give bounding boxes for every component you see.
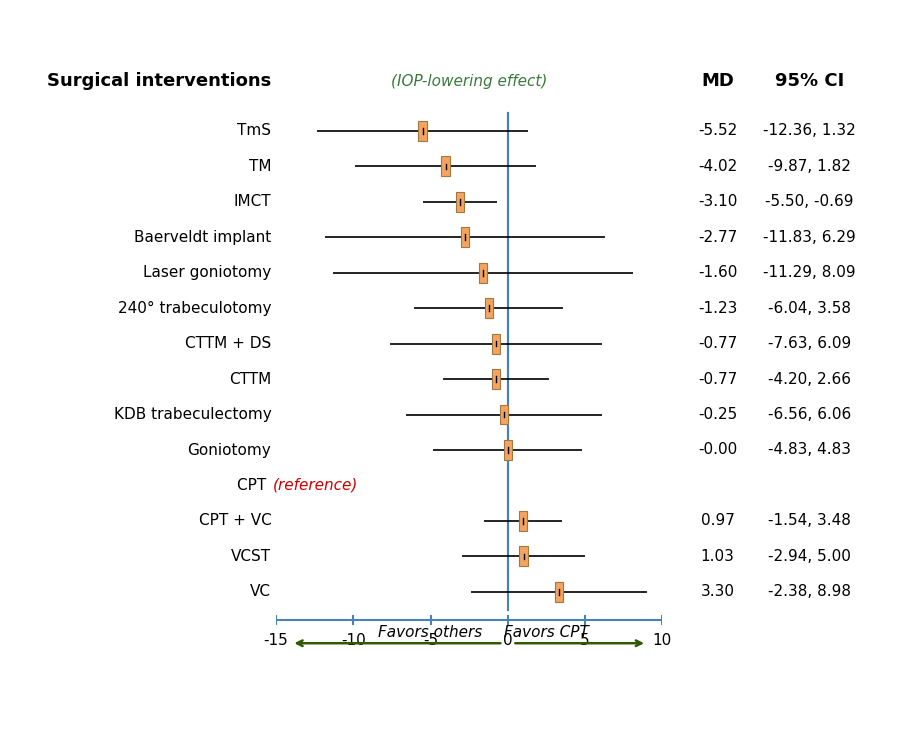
Text: 1.03: 1.03 xyxy=(700,549,733,564)
Bar xyxy=(491,369,500,389)
Bar xyxy=(484,298,493,318)
Text: -6.04, 3.58: -6.04, 3.58 xyxy=(767,301,850,316)
Text: -11.83, 6.29: -11.83, 6.29 xyxy=(763,230,855,244)
Text: -5.50, -0.69: -5.50, -0.69 xyxy=(765,194,853,209)
Text: -6.56, 6.06: -6.56, 6.06 xyxy=(767,407,850,422)
Text: -7.63, 6.09: -7.63, 6.09 xyxy=(767,336,850,351)
Text: CTTM: CTTM xyxy=(229,371,271,386)
Bar xyxy=(519,547,528,566)
Bar xyxy=(418,121,426,141)
Text: TM: TM xyxy=(249,159,271,174)
Text: Laser goniotomy: Laser goniotomy xyxy=(143,266,271,280)
Text: 240° trabeculotomy: 240° trabeculotomy xyxy=(118,301,271,316)
Text: 0: 0 xyxy=(503,632,512,647)
Text: -0.77: -0.77 xyxy=(698,336,736,351)
Bar xyxy=(441,157,449,176)
Text: Goniotomy: Goniotomy xyxy=(187,442,271,458)
Text: -2.77: -2.77 xyxy=(698,230,736,244)
Bar xyxy=(499,404,508,424)
Text: 3.30: 3.30 xyxy=(700,584,733,599)
Text: (IOP-lowering effect): (IOP-lowering effect) xyxy=(391,74,547,88)
Text: IMCT: IMCT xyxy=(233,194,271,209)
Text: 10: 10 xyxy=(652,632,671,647)
Text: -1.60: -1.60 xyxy=(698,266,736,280)
Text: 95% CI: 95% CI xyxy=(774,72,844,90)
Text: -0.00: -0.00 xyxy=(698,442,736,458)
Text: -4.02: -4.02 xyxy=(698,159,736,174)
Text: 0.97: 0.97 xyxy=(700,514,733,529)
Text: (reference): (reference) xyxy=(273,478,357,493)
Text: -5: -5 xyxy=(423,632,437,647)
Text: Favors CPT: Favors CPT xyxy=(504,625,588,640)
Text: VC: VC xyxy=(250,584,271,599)
Text: -12.36, 1.32: -12.36, 1.32 xyxy=(763,124,855,139)
Text: Baerveldt implant: Baerveldt implant xyxy=(134,230,271,244)
Text: -5.52: -5.52 xyxy=(698,124,736,139)
Text: -2.94, 5.00: -2.94, 5.00 xyxy=(767,549,850,564)
Text: KDB trabeculectomy: KDB trabeculectomy xyxy=(113,407,271,422)
Bar xyxy=(503,440,512,460)
Text: 5: 5 xyxy=(580,632,589,647)
Text: CTTM + DS: CTTM + DS xyxy=(185,336,271,351)
Text: -1.23: -1.23 xyxy=(698,301,736,316)
Bar xyxy=(478,262,487,283)
Bar xyxy=(460,227,469,248)
Text: -0.25: -0.25 xyxy=(698,407,736,422)
Text: TmS: TmS xyxy=(237,124,271,139)
Bar xyxy=(491,334,500,353)
Text: -15: -15 xyxy=(264,632,288,647)
Text: -9.87, 1.82: -9.87, 1.82 xyxy=(767,159,850,174)
Text: -4.20, 2.66: -4.20, 2.66 xyxy=(767,371,850,386)
Text: CPT: CPT xyxy=(237,478,271,493)
Text: Surgical interventions: Surgical interventions xyxy=(47,72,271,90)
Text: VCST: VCST xyxy=(231,549,271,564)
Bar xyxy=(455,192,464,211)
Text: Favors others: Favors others xyxy=(378,625,482,640)
Text: MD: MD xyxy=(700,72,733,90)
Text: CPT + VC: CPT + VC xyxy=(199,514,271,529)
Text: -3.10: -3.10 xyxy=(698,194,736,209)
Text: -0.77: -0.77 xyxy=(698,371,736,386)
Bar xyxy=(554,582,562,602)
Text: -11.29, 8.09: -11.29, 8.09 xyxy=(763,266,855,280)
Text: -2.38, 8.98: -2.38, 8.98 xyxy=(767,584,850,599)
Bar xyxy=(518,511,527,531)
Text: -1.54, 3.48: -1.54, 3.48 xyxy=(767,514,850,529)
Text: -4.83, 4.83: -4.83, 4.83 xyxy=(767,442,850,458)
Text: -10: -10 xyxy=(341,632,365,647)
